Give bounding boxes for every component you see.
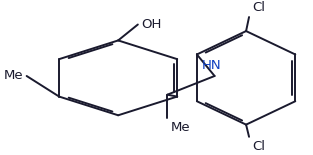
Text: OH: OH xyxy=(141,18,161,31)
Text: Cl: Cl xyxy=(252,140,265,153)
Text: Cl: Cl xyxy=(252,1,265,14)
Text: Me: Me xyxy=(4,69,23,82)
Text: HN: HN xyxy=(202,59,221,72)
Text: Me: Me xyxy=(171,121,190,134)
